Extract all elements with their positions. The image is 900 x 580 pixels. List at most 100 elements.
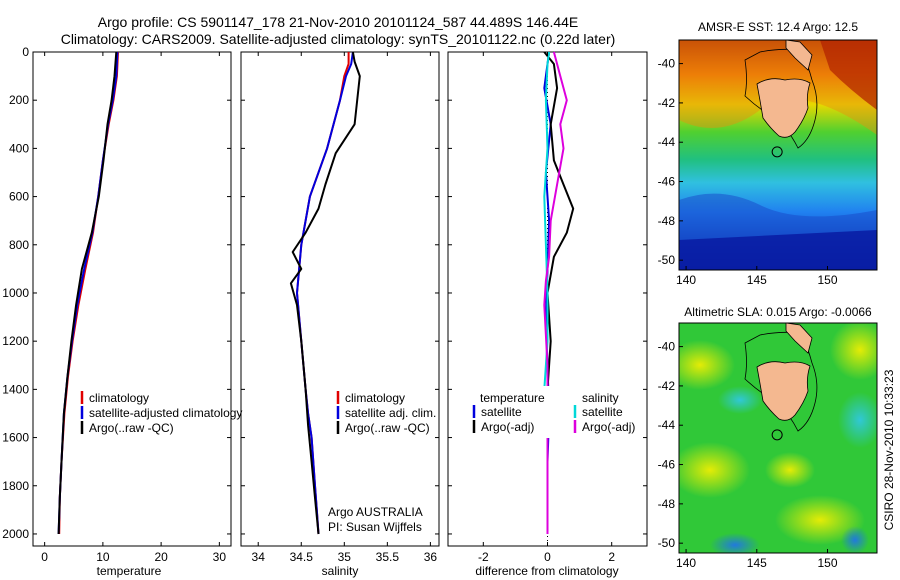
legend-temp-argo: Argo(-adj): [481, 420, 534, 434]
y-tick-label: 2000: [2, 527, 29, 541]
x-tick-label: 30: [213, 550, 227, 564]
salinity-panel: 34 34.5 35 35.5 36 salinity climatology sate…: [240, 51, 440, 578]
series-temperature-argo-adj: [543, 51, 575, 534]
temperature-panel: 0 10 20 30 0 200 400 600 800 1000 1200 1400 1600 180…: [2, 45, 242, 578]
map-y-tick-label: -40: [658, 340, 676, 354]
map-y-tick-label: -40: [658, 57, 676, 71]
sst-deep-cold: [679, 230, 877, 270]
sst-axes-box: [678, 39, 878, 271]
temperature-legend: climatology satellite-adjusted climatolo…: [80, 391, 242, 435]
series-satellite-adjusted-climatology: [57, 51, 119, 535]
x-tick-label: 10: [96, 550, 110, 564]
sst-mainland-land: [785, 40, 813, 71]
title-line-1: Argo profile: CS 5901147_178 21-Nov-2010…: [98, 14, 579, 30]
salinity-x-label: salinity: [322, 564, 359, 578]
annotation-argo-australia: Argo AUSTRALIA: [328, 505, 423, 519]
salinity-legend: climatology satellite adj. clim. Argo(..…: [336, 391, 436, 435]
sla-blob: [830, 323, 877, 380]
sst-map: AMSR-E SST: 12.4 Argo: 12.5 140 145 150 -4…: [658, 20, 878, 287]
annotation-pi: PI: Susan Wijffels: [328, 520, 422, 534]
x-tick-label: 35.5: [376, 550, 400, 564]
x-tick-label: 35: [338, 550, 352, 564]
temperature-lines: [57, 51, 119, 535]
map-y-tick-label: -44: [658, 135, 676, 149]
sla-argo-marker: [771, 429, 783, 441]
legend-satellite: satellite-adjusted climatology: [89, 406, 242, 420]
temperature-x-label: temperature: [97, 564, 162, 578]
sla-map-title: Altimetric SLA: 0.015 Argo: -0.0066: [684, 305, 872, 319]
map-x-tick-label: 145: [747, 273, 767, 287]
sst-x-ticks: 140 145 150: [676, 266, 838, 287]
series-salinity-argo-adj: [543, 51, 568, 534]
title-line-2: Climatology: CARS2009. Satellite-adjuste…: [61, 31, 616, 47]
y-tick-label: 1800: [2, 479, 29, 493]
series-argo-raw-qc: [289, 51, 361, 535]
map-y-tick-label: -48: [658, 497, 676, 511]
sst-tasmania-land: [756, 78, 811, 138]
sst-hot-core: [820, 40, 877, 110]
map-x-tick-label: 145: [747, 556, 767, 570]
legend-sal-satellite: satellite: [582, 405, 623, 419]
x-tick-label: -2: [478, 550, 489, 564]
salinity-x-ticks: 34 34.5 35 35.5 36: [252, 52, 438, 564]
map-y-tick-label: -46: [658, 175, 676, 189]
y-tick-label: 400: [9, 141, 29, 155]
y-tick-label: 600: [9, 190, 29, 204]
y-tick-label: 1000: [2, 286, 29, 300]
x-tick-label: 34.5: [290, 550, 314, 564]
sla-blob: [718, 386, 762, 414]
salinity-axes-box: [240, 51, 440, 547]
sst-field: [679, 40, 877, 270]
sla-y-ticks: -40 -42 -44 -46 -48 -50: [658, 340, 683, 550]
map-x-tick-label: 140: [676, 556, 696, 570]
sla-field: [679, 323, 877, 553]
temperature-y-ticks: 0 200 400 600 800 1000 1200 1400 1600 1800 2000: [2, 45, 29, 541]
x-tick-label: 36: [424, 550, 438, 564]
difference-panel: -2 0 2 difference from climatology tempera…: [447, 51, 648, 578]
map-y-tick-label: -48: [658, 214, 676, 228]
sla-axes-box: [678, 322, 878, 554]
series-argo-raw-qc: [57, 51, 118, 535]
difference-x-label: difference from climatology: [475, 564, 618, 578]
map-y-tick-label: -50: [658, 536, 676, 550]
legend-argo: Argo(..raw -QC): [89, 421, 174, 435]
y-tick-label: 1200: [2, 334, 29, 348]
legend-climatology: climatology: [89, 391, 149, 405]
sla-blob: [679, 442, 750, 498]
x-tick-label: 0: [41, 550, 48, 564]
map-y-tick-label: -44: [658, 418, 676, 432]
sla-blob: [765, 452, 815, 488]
difference-lines: [543, 51, 575, 534]
sst-argo-marker: [771, 146, 783, 158]
series-climatology: [58, 51, 119, 535]
x-tick-label: 20: [154, 550, 168, 564]
sst-map-title: AMSR-E SST: 12.4 Argo: 12.5: [698, 20, 858, 34]
y-tick-label: 0: [22, 45, 29, 59]
legend-sal-argo: Argo(-adj): [582, 420, 635, 434]
sla-mainland-land: [785, 323, 813, 354]
sla-tasmania-land: [756, 361, 811, 421]
sla-x-ticks: 140 145 150: [676, 549, 838, 570]
sla-blob: [679, 340, 735, 390]
y-tick-label: 1400: [2, 382, 29, 396]
map-x-tick-label: 150: [817, 273, 837, 287]
x-tick-label: 2: [608, 550, 615, 564]
legend-satellite: satellite adj. clim.: [345, 406, 436, 420]
y-tick-label: 1600: [2, 431, 29, 445]
map-y-tick-label: -46: [658, 458, 676, 472]
sla-map: Altimetric SLA: 0.015 Argo: -0.0066 140 1…: [658, 305, 878, 570]
map-x-tick-label: 150: [817, 556, 837, 570]
legend-group-temperature: temperature: [480, 391, 545, 405]
sla-blob: [775, 495, 865, 545]
map-y-tick-label: -50: [658, 253, 676, 267]
difference-legend: temperature satellite Argo(-adj) salinit…: [468, 386, 635, 438]
legend-temp-satellite: satellite: [481, 405, 522, 419]
temperature-x-ticks: 0 10 20 30: [41, 52, 226, 564]
map-y-tick-label: -42: [658, 379, 676, 393]
sst-y-ticks: -40 -42 -44 -46 -48 -50: [658, 57, 683, 267]
series-satellite-adj-clim: [296, 51, 354, 535]
map-y-tick-label: -42: [658, 96, 676, 110]
series-climatology: [296, 52, 350, 535]
legend-group-salinity: salinity: [582, 391, 619, 405]
